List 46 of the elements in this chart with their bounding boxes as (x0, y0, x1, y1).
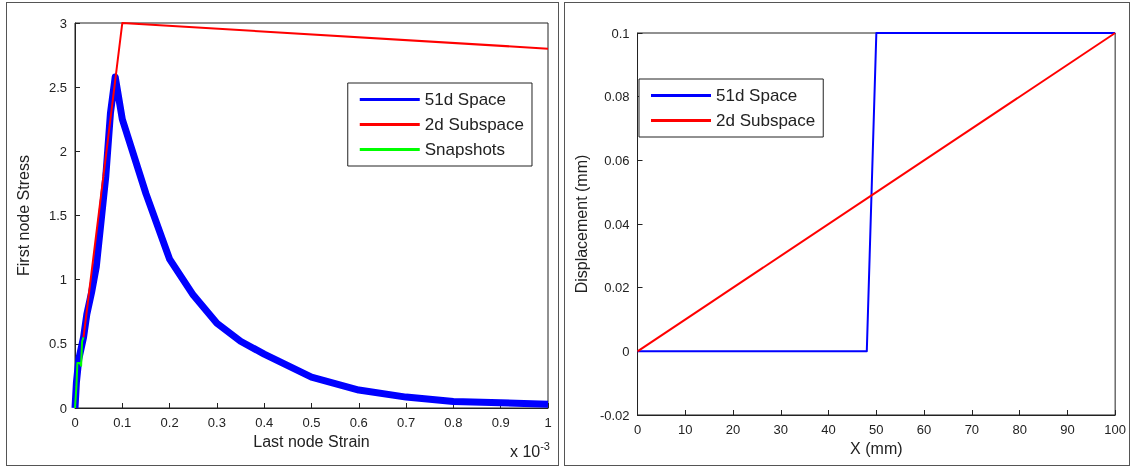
x-axis-title: X (mm) (850, 440, 903, 458)
y-tick-label: 3 (59, 15, 67, 31)
y-tick-label: 0 (622, 343, 630, 359)
line-series (74, 336, 85, 409)
y-tick-label: 0 (59, 400, 67, 416)
legend-label: 2d Subspace (424, 115, 525, 134)
y-tick-label: 2.5 (48, 79, 67, 95)
x-tick-label: 1 (544, 415, 552, 430)
legend-label: Snapshots (424, 140, 506, 159)
y-tick-label: 0.5 (48, 336, 67, 352)
x-tick-label: 0 (71, 415, 79, 430)
x-tick-label: 0.4 (255, 415, 274, 430)
x-tick-label: 90 (1060, 422, 1075, 437)
x-tick-label: 0.2 (160, 415, 179, 430)
x-tick-label: 0.8 (444, 415, 463, 430)
y-tick-label: 1 (59, 272, 67, 288)
y-tick-label: 0.06 (604, 152, 630, 168)
x-tick-label: 0.5 (302, 415, 321, 430)
x-tick-label: 0.7 (397, 415, 416, 430)
x-axis-title: Last node Strain (253, 433, 370, 451)
legend-label: 51d Space (424, 90, 507, 109)
x-tick-label: 60 (916, 422, 932, 437)
y-tick-label: 0.02 (604, 280, 630, 296)
y-axis-title: First node Stress (14, 155, 32, 276)
x-tick-label: 30 (773, 422, 789, 437)
x-tick-label: 0.6 (349, 415, 368, 430)
x-tick-label: 0.1 (113, 415, 132, 430)
y-tick-label: 0.08 (604, 89, 630, 105)
y-tick-label: 0.04 (604, 216, 630, 232)
x-tick-label: 80 (1012, 422, 1027, 437)
x-tick-label: 50 (869, 422, 884, 437)
x-tick-label: 0 (633, 422, 642, 437)
y-tick-label: -0.02 (599, 407, 630, 423)
x-tick-label: 10 (678, 422, 693, 437)
x-tick-label: 40 (821, 422, 836, 437)
x-tick-label: 0.9 (491, 415, 510, 430)
y-tick-label: 2 (59, 143, 67, 159)
y-axis-title: Displacement (mm) (572, 154, 590, 294)
y-tick-label: 0.1 (611, 25, 630, 41)
x-tick-label: 70 (964, 422, 980, 437)
y-tick-label: 1.5 (48, 208, 67, 223)
legend-label: 2d Subspace (716, 111, 816, 130)
x-tick-label: 100 (1104, 422, 1127, 437)
x-tick-label: 0.3 (207, 415, 226, 430)
legend-label: 51d Space (716, 86, 798, 105)
x-tick-label: 20 (725, 422, 741, 437)
